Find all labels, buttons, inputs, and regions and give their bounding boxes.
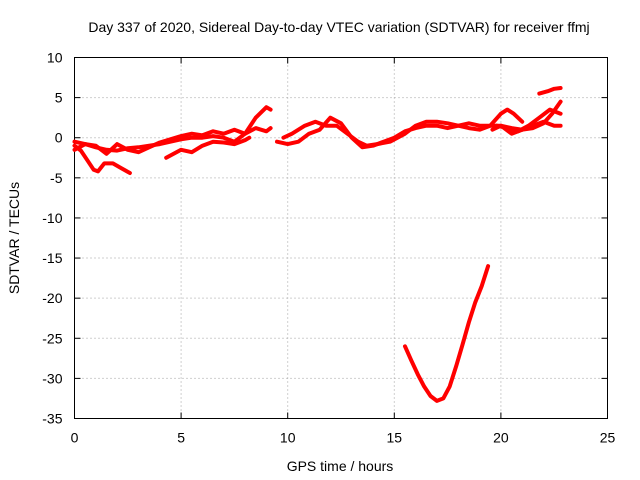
y-tick-label: 5 (55, 90, 63, 106)
y-tick-label: 10 (47, 50, 63, 66)
x-tick-label: 25 (600, 430, 616, 446)
x-tick-label: 0 (71, 430, 79, 446)
series-arc-4 (164, 135, 252, 160)
y-tick-label: -15 (42, 250, 62, 266)
y-tick-label: 0 (55, 130, 63, 146)
y-tick-label: -20 (42, 290, 62, 306)
y-tick-label: -25 (42, 330, 62, 346)
series-arc-10 (403, 264, 491, 403)
series-arc-6 (275, 107, 525, 150)
series-arc-8 (494, 107, 563, 134)
y-axis-label: SDTVAR / TECUs (6, 182, 22, 294)
y-tick-label: -35 (42, 411, 62, 427)
y-tick-label: -10 (42, 210, 62, 226)
plot-frame (74, 57, 608, 419)
grid (74, 57, 608, 419)
series-group (72, 86, 563, 403)
y-tick-label: -5 (50, 170, 63, 186)
axis-ticks: 0 5 10 15 20 25 -35 -30 -25 -20 -15 -10 -5 0 5 10 (42, 50, 615, 446)
series-arc-2 (72, 105, 273, 153)
series-arc-1 (72, 143, 132, 175)
x-tick-label: 15 (387, 430, 403, 446)
y-tick-label: -30 (42, 370, 62, 386)
series-arc-3 (72, 126, 273, 156)
series-arc-9 (537, 86, 563, 96)
x-axis-label: GPS time / hours (287, 458, 394, 474)
x-tick-label: 5 (177, 430, 185, 446)
chart-title: Day 337 of 2020, Sidereal Day-to-day VTE… (88, 19, 589, 35)
x-tick-label: 10 (280, 430, 296, 446)
x-tick-label: 20 (493, 430, 509, 446)
